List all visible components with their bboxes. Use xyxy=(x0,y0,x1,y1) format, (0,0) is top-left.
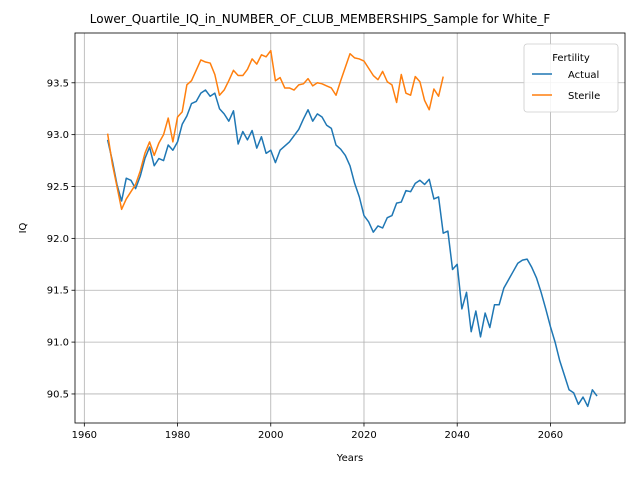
x-tick-label: 2040 xyxy=(444,430,469,441)
y-tick-label: 91.0 xyxy=(47,338,69,349)
y-tick-label: 93.5 xyxy=(47,78,69,89)
x-tick-label: 2000 xyxy=(258,430,283,441)
y-tick-label: 93.0 xyxy=(47,130,69,141)
y-tick-label: 92.0 xyxy=(47,234,69,245)
y-tick-label: 90.5 xyxy=(47,389,69,400)
legend-label-sterile: Sterile xyxy=(568,91,600,102)
y-tick-label: 92.5 xyxy=(47,182,69,193)
series-line-actual xyxy=(106,89,598,408)
x-tick-label: 2060 xyxy=(538,430,563,441)
legend: Fertility Actual Sterile xyxy=(523,43,619,113)
legend-label-actual: Actual xyxy=(568,70,599,81)
axis-ticks: 1960 1980 2000 2020 2040 2060 90.5 91.0 91.5 92.0… xyxy=(47,78,563,441)
y-tick-label: 91.5 xyxy=(47,286,69,297)
x-tick-label: 1980 xyxy=(165,430,190,441)
legend-title: Fertility xyxy=(552,53,590,64)
x-tick-label: 1960 xyxy=(72,430,97,441)
x-axis-label: Years xyxy=(336,453,363,464)
legend-items: Actual Sterile xyxy=(532,70,600,102)
series-line-sterile xyxy=(106,49,444,211)
plot-area-frame xyxy=(74,32,626,424)
series-group xyxy=(106,49,598,408)
y-axis-label: IQ xyxy=(18,222,29,233)
x-tick-label: 2020 xyxy=(351,430,376,441)
chart-title: Lower_Quartile_IQ_in_NUMBER_OF_CLUB_MEMB… xyxy=(90,12,551,26)
